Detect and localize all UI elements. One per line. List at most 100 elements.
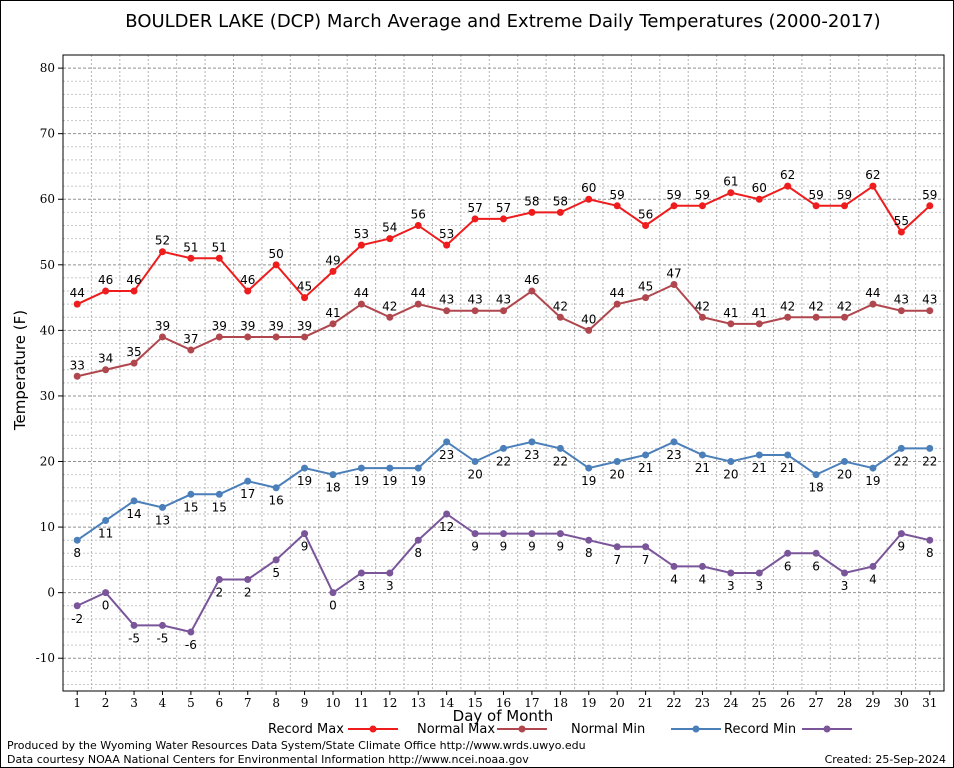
normal-min-data-label: 22	[922, 454, 937, 468]
record-max-point	[926, 202, 934, 210]
normal-min-data-label: 23	[666, 448, 681, 462]
normal-min-point	[73, 536, 81, 544]
normal-max-point	[244, 333, 252, 341]
normal-min-data-label: 20	[837, 468, 852, 482]
record-min-point	[329, 589, 337, 597]
normal-min-data-label: 13	[155, 513, 170, 527]
normal-max-point	[130, 359, 138, 367]
record-min-point	[73, 602, 81, 610]
record-max-point	[841, 202, 849, 210]
x-tick-label: 9	[301, 696, 309, 710]
normal-max-point	[187, 346, 195, 354]
record-min-data-label: 12	[439, 520, 454, 534]
normal-min-data-label: 19	[354, 474, 369, 488]
normal-min-data-label: 16	[269, 494, 284, 508]
record-max-data-label: 53	[354, 227, 369, 241]
normal-max-point	[528, 287, 536, 295]
plot-background	[63, 55, 944, 691]
normal-min-point	[585, 464, 593, 472]
x-tick-label: 2	[102, 696, 110, 710]
x-tick-label: 31	[922, 696, 937, 710]
footer-created: Created: 25-Sep-2024	[825, 753, 946, 766]
record-min-data-label: -6	[185, 638, 197, 652]
record-min-point	[812, 549, 820, 557]
x-tick-label: 4	[159, 696, 167, 710]
record-min-data-label: -5	[128, 631, 140, 645]
normal-min-data-label: 17	[240, 487, 255, 501]
normal-max-data-label: 44	[865, 286, 880, 300]
record-max-data-label: 51	[183, 240, 198, 254]
record-min-point	[698, 562, 706, 570]
normal-min-point	[897, 444, 905, 452]
legend-marker-normal-max	[518, 725, 526, 733]
x-tick-label: 7	[244, 696, 252, 710]
y-tick-label: 40	[40, 323, 55, 337]
record-max-data-label: 46	[126, 273, 141, 287]
record-min-point	[130, 621, 138, 629]
normal-min-data-label: 22	[553, 454, 568, 468]
normal-max-point	[500, 307, 507, 315]
record-min-point	[102, 589, 110, 597]
record-min-data-label: 9	[528, 540, 536, 554]
record-min-data-label: -5	[156, 631, 168, 645]
record-min-data-label: 3	[755, 579, 763, 593]
normal-max-data-label: 43	[439, 293, 454, 307]
record-min-data-label: 9	[898, 540, 906, 554]
normal-min-point	[443, 438, 451, 446]
record-max-data-label: 59	[808, 188, 823, 202]
normal-min-data-label: 20	[610, 468, 625, 482]
record-min-point	[272, 556, 280, 564]
normal-min-data-label: 19	[382, 474, 397, 488]
record-min-point	[642, 543, 650, 551]
record-max-data-label: 55	[894, 214, 909, 228]
record-max-data-label: 45	[297, 280, 312, 294]
y-tick-label: 10	[40, 520, 55, 534]
normal-max-data-label: 39	[269, 319, 284, 333]
x-tick-label: 28	[837, 696, 852, 710]
record-max-point	[556, 208, 564, 216]
record-max-data-label: 50	[269, 247, 284, 261]
record-min-point	[443, 510, 451, 518]
normal-min-point	[613, 458, 621, 466]
normal-min-data-label: 15	[212, 500, 227, 514]
record-max-point	[642, 221, 650, 229]
record-max-point	[386, 235, 394, 243]
record-min-data-label: 0	[102, 599, 110, 613]
legend-label-record-max: Record Max	[268, 722, 344, 737]
record-min-point	[926, 536, 934, 544]
normal-max-data-label: 42	[553, 299, 568, 313]
record-min-point	[244, 576, 252, 584]
record-max-data-label: 54	[382, 221, 397, 235]
record-min-data-label: 2	[215, 586, 223, 600]
record-max-data-label: 46	[240, 273, 255, 287]
normal-max-data-label: 41	[723, 306, 738, 320]
record-min-data-label: 3	[841, 579, 849, 593]
normal-max-point	[215, 333, 223, 341]
legend-marker-record-max	[369, 725, 377, 733]
record-max-point	[784, 182, 792, 190]
y-tick-label: 20	[40, 455, 55, 469]
record-max-point	[73, 300, 81, 308]
y-tick-label: 80	[40, 61, 55, 75]
normal-min-point	[471, 458, 479, 466]
normal-max-data-label: 39	[240, 319, 255, 333]
record-min-data-label: 7	[613, 553, 621, 567]
normal-max-point	[784, 313, 792, 321]
normal-max-data-label: 44	[354, 286, 369, 300]
x-tick-label: 17	[524, 696, 539, 710]
record-min-point	[357, 569, 365, 577]
x-tick-label: 19	[581, 696, 596, 710]
record-min-point	[500, 530, 507, 538]
normal-min-point	[215, 490, 223, 498]
x-tick-label: 20	[610, 696, 625, 710]
x-tick-label: 21	[638, 696, 653, 710]
record-max-point	[755, 195, 763, 203]
normal-max-point	[443, 307, 451, 315]
normal-max-data-label: 44	[411, 286, 426, 300]
record-max-data-label: 59	[922, 188, 937, 202]
record-min-point	[528, 530, 536, 538]
record-max-data-label: 59	[695, 188, 710, 202]
normal-min-point	[301, 464, 309, 472]
